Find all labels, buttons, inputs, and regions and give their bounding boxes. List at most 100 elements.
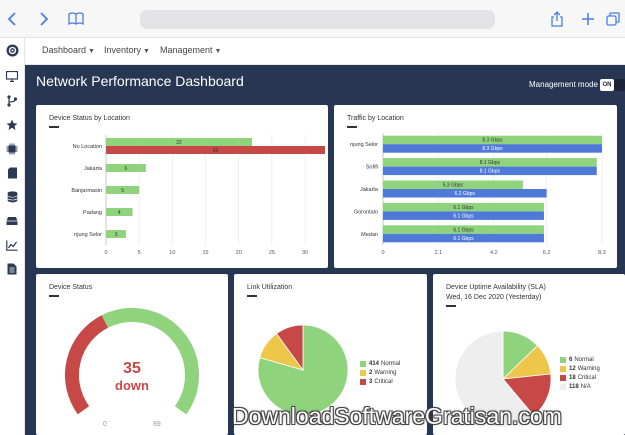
caret-down-icon: ▼ (214, 48, 222, 55)
sidebar-item-memory[interactable] (5, 166, 19, 180)
legend-count: 2 (369, 369, 373, 376)
card-title: Traffic by Location (347, 115, 404, 122)
sidebar-item-topology[interactable] (5, 94, 19, 108)
x-tick-label: 10 (169, 250, 175, 256)
bar-in (383, 180, 523, 189)
card-title: Device Uptime Availability (SLA) (446, 284, 546, 291)
bar-value-label: 3 (115, 232, 118, 238)
sidebar-item-favorites[interactable] (5, 118, 19, 132)
page-title: Network Performance Dashboard (36, 73, 244, 89)
dashboard: Network Performance Dashboard Management… (25, 65, 625, 435)
x-tick-label: 8.3 (598, 250, 606, 256)
bar-out (383, 211, 544, 220)
bar-healthy (106, 164, 146, 172)
storage-icon (6, 217, 18, 225)
title-underline (347, 126, 357, 128)
legend-swatch (560, 365, 566, 372)
sidebar-item-devices[interactable] (5, 142, 19, 156)
sidebar-item-analytics[interactable] (5, 238, 19, 252)
sd-card-icon (7, 167, 17, 179)
pie-slice-na (454, 330, 535, 428)
bar-value-label: 6.2 Gbps (455, 191, 476, 197)
legend-item-na: 118 N/A (560, 382, 600, 391)
bar-down (106, 146, 325, 154)
device-status-location-card: Device Status by Location 0 5 10 15 20 25 30 No… (36, 105, 328, 268)
bar-value-label: 4 (118, 210, 121, 216)
nav-dashboard[interactable]: Dashboard ▼ (42, 45, 95, 55)
logo-icon (6, 44, 18, 56)
browser-toolbar (0, 0, 625, 38)
bar-out (383, 189, 547, 198)
gauge-down-arc (65, 315, 109, 415)
x-tick-label: 5 (138, 250, 141, 256)
legend-swatch (360, 378, 366, 385)
title-underline (49, 126, 59, 128)
url-bar[interactable] (140, 10, 495, 29)
chevron-right-icon (40, 12, 49, 26)
category-label: Gorontalo (354, 209, 378, 215)
link-utilization-pie (257, 324, 349, 416)
sidebar-item-reports[interactable] (5, 262, 19, 276)
bar-in (383, 158, 597, 167)
share-button[interactable] (547, 9, 567, 29)
forward-button[interactable] (33, 9, 53, 29)
new-tab-button[interactable] (578, 9, 598, 29)
link-utilization-legend: 414 Normal 2 Warning 3 Critical (360, 359, 400, 386)
uptime-pie (454, 330, 552, 428)
legend-swatch (360, 369, 366, 376)
legend-item-critical: 18 Critical (560, 373, 600, 382)
legend-label: Normal (381, 360, 401, 367)
legend-swatch (560, 383, 566, 390)
bar-in (383, 135, 602, 145)
watermark: DownloadSoftwareGratisan.com (232, 403, 562, 429)
star-icon (6, 119, 18, 130)
legend-count: 6 (569, 356, 573, 363)
nav-inventory[interactable]: Inventory ▼ (104, 45, 150, 55)
nav-management[interactable]: Management ▼ (160, 45, 221, 55)
legend-item-warning: 12 Warning (560, 364, 600, 373)
chart-icon (6, 240, 18, 251)
tabs-button[interactable] (603, 9, 623, 29)
bookmarks-button[interactable] (66, 9, 86, 29)
legend-item-normal: 6 Normal (560, 355, 600, 364)
title-underline (247, 295, 257, 297)
uptime-legend: 6 Normal 12 Warning 18 Critical 118 N/A (560, 355, 600, 391)
x-tick-label: 2.1 (435, 250, 443, 256)
x-tick-label: 15 (202, 250, 208, 256)
bar-healthy (106, 208, 133, 216)
management-mode-toggle[interactable]: ON (600, 79, 625, 91)
gauge-status-text: down (115, 378, 149, 393)
card-subtitle: Wed, 16 Dec 2020 (Yesterday) (446, 294, 542, 301)
caret-down-icon: ▼ (143, 48, 150, 55)
x-tick-label: 25 (269, 250, 275, 256)
legend-label: Warning (374, 369, 397, 376)
bar-value-label: 6.1 Gbps (453, 236, 474, 242)
back-button[interactable] (3, 9, 23, 29)
sidebar-item-storage[interactable] (5, 214, 19, 228)
management-mode-label: Management mode (529, 80, 598, 89)
bar-out (383, 166, 597, 176)
bar-value-label: 6.1 Gbps (453, 205, 474, 211)
device-status-card: Device Status 35 down 0 89 (36, 274, 228, 435)
x-tick-label: 6.2 (543, 250, 551, 256)
legend-label: Critical (577, 374, 597, 381)
legend-label: Normal (574, 356, 594, 363)
device-status-gauge (65, 308, 199, 415)
topology-icon (7, 95, 18, 107)
category-label: njung Selor (74, 232, 102, 238)
share-icon (551, 11, 563, 27)
category-label: njung Selor (350, 142, 378, 148)
bar-value-label: 8.1 Gbps (480, 169, 501, 175)
gauge-up-arc (101, 308, 199, 415)
nav-label: Management (160, 45, 213, 55)
title-underline (49, 295, 59, 297)
bar-healthy (106, 230, 126, 238)
x-tick-label: 4.2 (490, 250, 498, 256)
bar-value-label: 6.1 Gbps (453, 213, 474, 219)
sidebar-item-home[interactable] (5, 43, 19, 57)
sidebar-item-monitor[interactable] (5, 69, 19, 83)
bar-value-label: 5.3 Gbps (443, 183, 464, 189)
legend-count: 18 (569, 374, 576, 381)
sidebar-item-database[interactable] (5, 190, 19, 204)
category-label: Medan (361, 232, 378, 238)
